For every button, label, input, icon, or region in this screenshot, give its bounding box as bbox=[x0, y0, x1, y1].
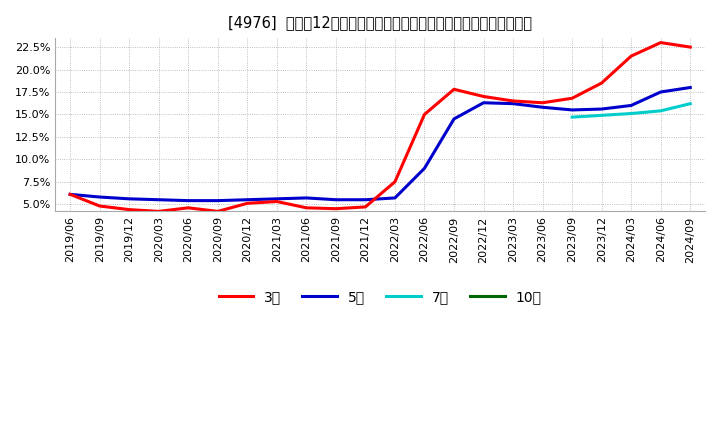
3年 bbox=[568, 95, 577, 101]
3年 bbox=[154, 209, 163, 214]
5年 bbox=[391, 195, 400, 201]
7年 bbox=[568, 114, 577, 120]
3年 bbox=[450, 87, 459, 92]
3年 bbox=[125, 207, 133, 212]
7年 bbox=[657, 108, 665, 114]
3年 bbox=[598, 81, 606, 86]
5年 bbox=[272, 196, 281, 202]
Legend: 3年, 5年, 7年, 10年: 3年, 5年, 7年, 10年 bbox=[213, 284, 547, 309]
5年 bbox=[302, 195, 310, 201]
5年 bbox=[480, 100, 488, 106]
Line: 7年: 7年 bbox=[572, 104, 690, 117]
3年 bbox=[420, 112, 429, 117]
3年 bbox=[509, 98, 518, 103]
Line: 5年: 5年 bbox=[70, 88, 690, 201]
7年 bbox=[598, 113, 606, 118]
3年 bbox=[627, 53, 636, 59]
5年 bbox=[627, 103, 636, 108]
5年 bbox=[539, 105, 547, 110]
5年 bbox=[66, 192, 74, 197]
3年 bbox=[95, 203, 104, 209]
5年 bbox=[332, 197, 341, 202]
3年 bbox=[686, 44, 695, 50]
5年 bbox=[450, 116, 459, 121]
3年 bbox=[66, 192, 74, 197]
3年 bbox=[480, 94, 488, 99]
3年 bbox=[391, 179, 400, 184]
3年 bbox=[272, 199, 281, 204]
5年 bbox=[598, 106, 606, 112]
5年 bbox=[95, 194, 104, 200]
7年 bbox=[627, 111, 636, 116]
3年 bbox=[539, 100, 547, 106]
Title: [4976]  売上高12か月移動合計の対前年同期増減率の標準偏差の推移: [4976] 売上高12か月移動合計の対前年同期増減率の標準偏差の推移 bbox=[228, 15, 532, 30]
5年 bbox=[657, 89, 665, 95]
3年 bbox=[213, 209, 222, 214]
5年 bbox=[509, 101, 518, 106]
3年 bbox=[657, 40, 665, 45]
7年 bbox=[686, 101, 695, 106]
5年 bbox=[184, 198, 192, 203]
5年 bbox=[686, 85, 695, 90]
5年 bbox=[568, 107, 577, 113]
5年 bbox=[243, 197, 251, 202]
Line: 3年: 3年 bbox=[70, 43, 690, 211]
5年 bbox=[125, 196, 133, 202]
5年 bbox=[361, 197, 370, 202]
5年 bbox=[213, 198, 222, 203]
5年 bbox=[154, 197, 163, 202]
3年 bbox=[361, 204, 370, 209]
3年 bbox=[302, 205, 310, 210]
3年 bbox=[332, 206, 341, 211]
5年 bbox=[420, 166, 429, 171]
3年 bbox=[184, 205, 192, 210]
3年 bbox=[243, 201, 251, 206]
